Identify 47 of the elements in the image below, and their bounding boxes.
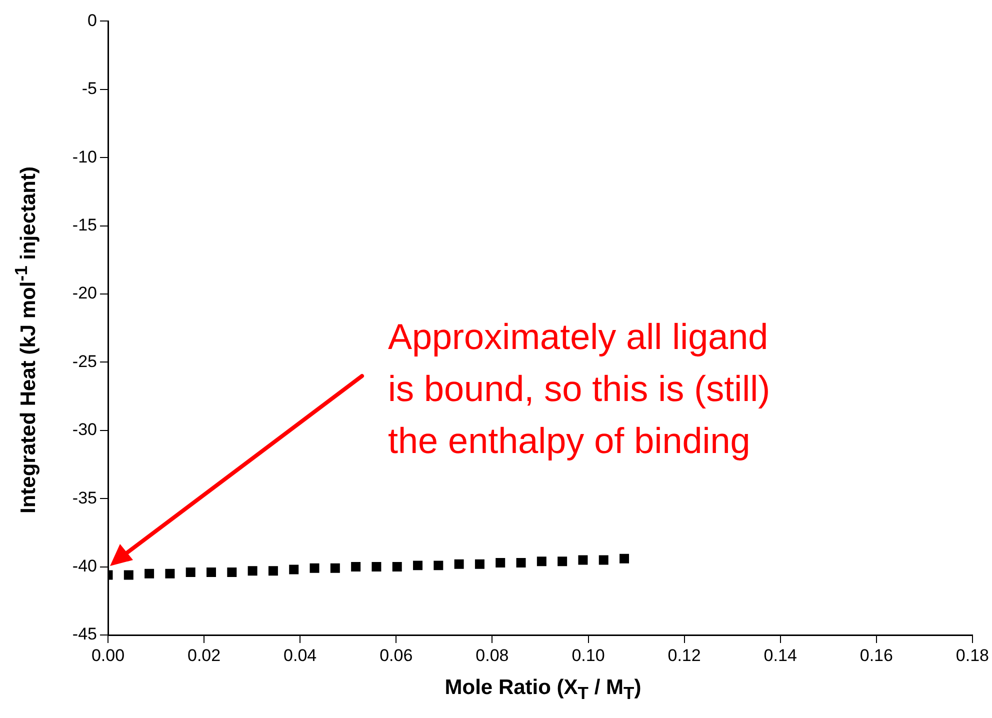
point: [206, 568, 216, 577]
point: [496, 558, 506, 568]
point: [330, 563, 340, 573]
point: [620, 554, 630, 564]
x-tick-label: 0.00: [91, 646, 125, 665]
x-tick-label: 0.06: [380, 646, 413, 665]
x-tick-label: 0.04: [284, 646, 317, 665]
point: [413, 560, 423, 570]
y-tick-label: 0: [88, 10, 97, 30]
x-tick-label: 0.16: [860, 646, 893, 665]
point: [248, 566, 258, 576]
y-tick-label: -30: [72, 420, 97, 440]
x-tick-label: 0.12: [668, 646, 701, 665]
point: [392, 562, 402, 572]
y-tick-label: -35: [72, 488, 97, 508]
x-tick-label: 0.08: [476, 646, 509, 665]
y-tick-label: -10: [72, 147, 97, 166]
annotation: Approximately all ligand is bound, so this is (still) the enthalpy of binding: [388, 316, 770, 462]
point: [227, 568, 237, 577]
point: [516, 558, 526, 568]
point: [454, 559, 464, 569]
point: [310, 563, 320, 573]
y-tick-label: -40: [72, 556, 97, 576]
y-tick-label: -20: [72, 284, 97, 303]
x-tick-label: 0.02: [188, 646, 221, 665]
x-tick-label: 0.14: [764, 646, 797, 665]
point: [372, 562, 382, 572]
y-tick-label: -45: [72, 624, 97, 644]
point: [558, 556, 568, 566]
point: [268, 566, 278, 576]
x-axis-title: Mole Ratio (X$_{T}$ / M$_{T}$): [444, 676, 642, 704]
point: [165, 568, 175, 578]
point: [536, 556, 546, 566]
point: [474, 559, 484, 569]
point: [186, 568, 196, 577]
point: [434, 560, 444, 570]
point: [578, 555, 588, 565]
point: [289, 564, 299, 574]
x-tick-label: 0.10: [572, 646, 605, 665]
point: [124, 570, 134, 580]
point: [598, 555, 608, 565]
y-tick-label: -25: [72, 352, 97, 371]
y-tick-label: -15: [72, 215, 97, 234]
x-tick-label: 0.18: [956, 646, 990, 665]
point: [351, 562, 361, 572]
y-tick-label: -5: [82, 79, 97, 98]
point: [144, 568, 154, 578]
